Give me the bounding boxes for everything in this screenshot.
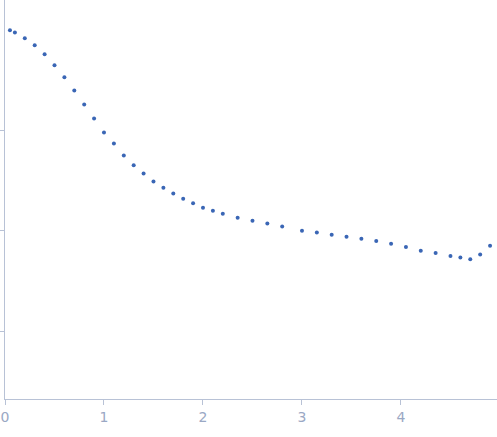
svg-text:3: 3 — [298, 409, 307, 425]
svg-text:1: 1 — [100, 409, 109, 425]
svg-text:4: 4 — [397, 409, 406, 425]
svg-text:2: 2 — [199, 409, 208, 425]
svg-text:0: 0 — [1, 409, 10, 425]
